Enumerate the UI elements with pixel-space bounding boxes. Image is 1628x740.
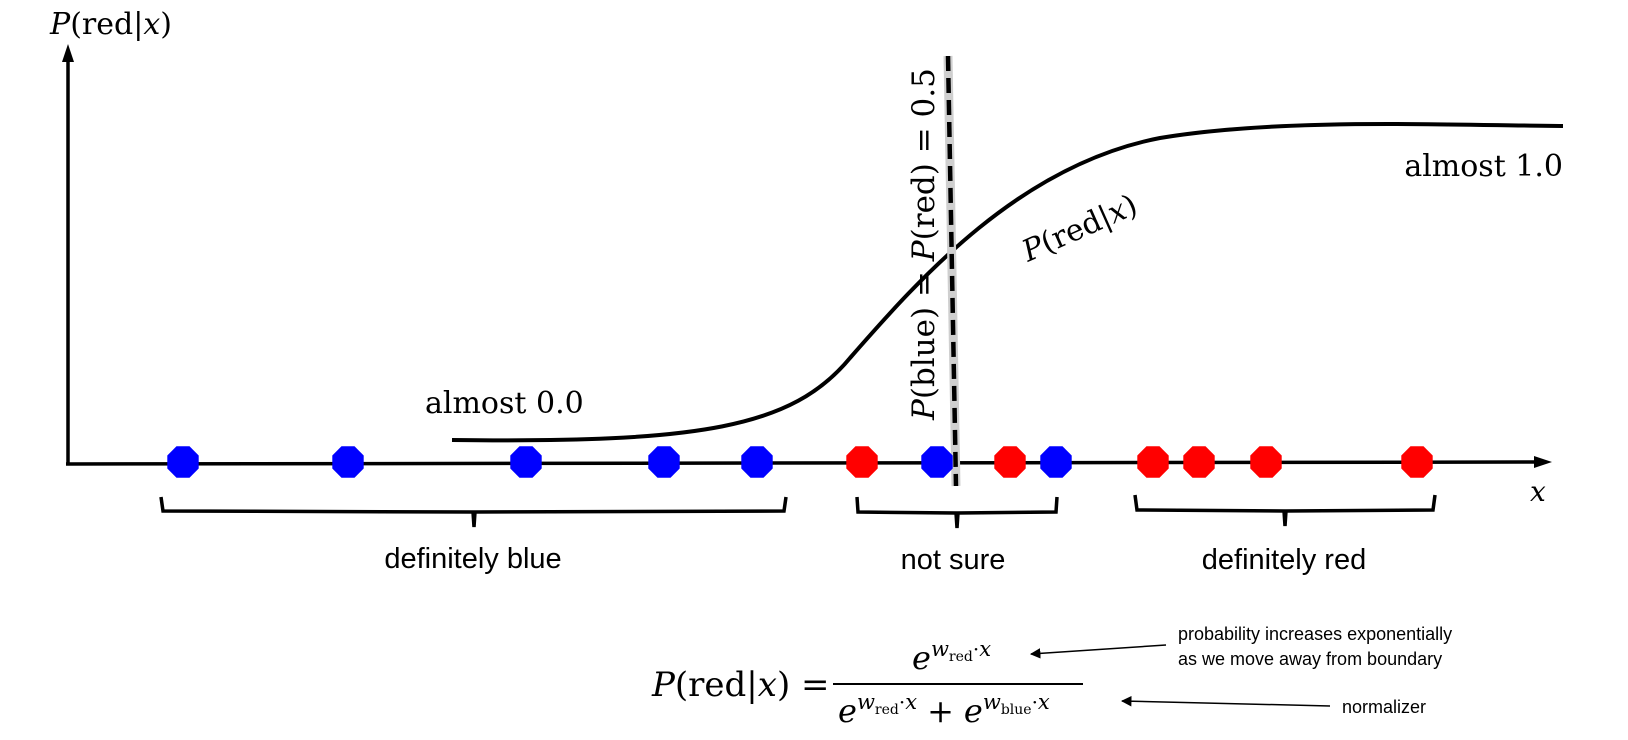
group-label-definitely-red: definitely red [1202, 544, 1366, 576]
curve-label: P(red|x) [1016, 188, 1143, 270]
formula-lhs-p: P [651, 665, 676, 705]
red-point [846, 446, 878, 478]
denominator-dot1: · [899, 690, 905, 714]
x-axis-label: x [1530, 475, 1546, 508]
numerator-x: x [979, 637, 991, 661]
denominator-x1: x [905, 690, 917, 714]
blue-point [648, 446, 680, 478]
boundary-label-red: (red) = 0.5 [906, 68, 942, 240]
sigmoid-curve [451, 122, 1564, 443]
blue-point [510, 446, 542, 478]
denominator-arrow [1120, 695, 1331, 707]
boundary-label: P(blue) = P(red) = 0.5 [906, 68, 942, 421]
denominator-e1: e [838, 692, 857, 730]
almost-one-label: almost 1.0 [1404, 149, 1563, 184]
formula-lhs-red: (red| [675, 665, 758, 705]
formula-lhs: P(red|x) = [651, 665, 830, 705]
numerator-w: w [931, 637, 949, 661]
boundary-label-p1: P [906, 398, 942, 421]
blue-point [167, 446, 199, 478]
denominator-w1: w [857, 690, 875, 714]
formula-lhs-close: ) = [777, 665, 830, 705]
y-axis-label-close: ) [160, 7, 172, 42]
formula-numerator: ewred·x [912, 637, 991, 677]
blue-point [332, 446, 364, 478]
blue-point [1040, 446, 1072, 478]
y-axis-label: P(red|x) [49, 7, 172, 42]
denominator-e2: e [964, 692, 983, 730]
formula-denominator: ewred·x + ewblue·x [838, 690, 1050, 730]
denominator-w2: w [983, 690, 1001, 714]
x-axis-arrowhead [1534, 456, 1552, 468]
boundary-label-blue: (blue) = [906, 261, 942, 399]
annotation-numerator-line2: as we move away from boundary [1178, 649, 1442, 669]
y-axis-label-p: P [49, 7, 71, 42]
brace-definitely-blue [159, 496, 788, 528]
formula-lhs-x: x [758, 665, 777, 705]
x-axis [65, 460, 1541, 466]
denominator-sub2: blue [1001, 702, 1032, 718]
annotation-denominator: normalizer [1342, 697, 1426, 717]
blue-point [921, 446, 953, 478]
boundary-label-p2: P [906, 239, 942, 262]
decision-boundary [945, 55, 959, 487]
blue-point [741, 446, 773, 478]
denominator-dot2: · [1032, 690, 1038, 714]
red-point [1137, 446, 1169, 478]
red-point [994, 446, 1026, 478]
group-label-definitely-blue: definitely blue [384, 543, 561, 575]
denominator-plus: + [927, 692, 954, 730]
curve-label-red: (red| [1035, 199, 1116, 261]
denominator-x2: x [1038, 690, 1050, 714]
annotation-numerator-line1: probability increases exponentially [1178, 624, 1452, 644]
brace-not-sure [855, 496, 1059, 529]
almost-zero-label: almost 0.0 [425, 386, 584, 421]
denominator-sub1: red [875, 702, 899, 718]
data-points [167, 446, 1433, 478]
red-point [1250, 446, 1282, 478]
numerator-sub: red [949, 649, 973, 665]
group-label-not-sure: not sure [901, 544, 1006, 576]
brace-definitely-red [1133, 494, 1437, 527]
y-axis-label-x: x [143, 7, 160, 42]
numerator-e: e [912, 639, 931, 677]
red-point [1401, 446, 1433, 478]
numerator-dot: · [973, 637, 979, 661]
softmax-formula: P(red|x) = ewred·x ewred·x + ewblue·x [651, 637, 1083, 730]
numerator-arrow [1029, 644, 1167, 659]
y-axis-label-red: (red| [70, 7, 143, 42]
red-point [1183, 446, 1215, 478]
y-axis-arrowhead [62, 44, 74, 62]
